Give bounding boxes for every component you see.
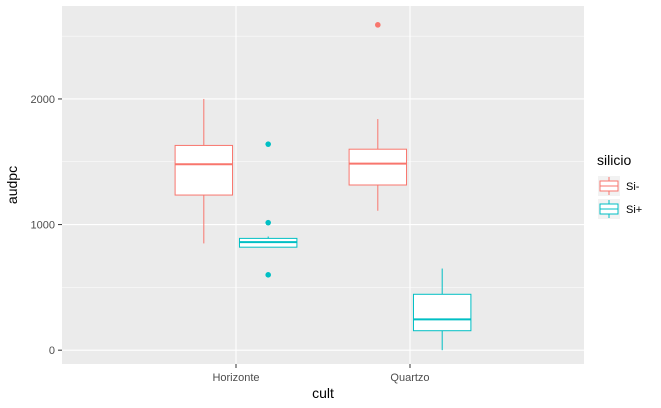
outlier-point xyxy=(265,141,271,147)
box-body xyxy=(348,148,408,186)
y-tick-label: 1000 xyxy=(31,220,55,232)
box-Si--Horizonte xyxy=(174,98,234,244)
y-axis-title: audpc xyxy=(4,166,20,204)
legend-label: Si+ xyxy=(626,204,642,216)
legend-entry-Si-: Si- xyxy=(598,176,640,196)
box-body xyxy=(412,293,472,332)
x-axis: Horizonte Quartzo xyxy=(212,364,430,384)
boxes xyxy=(174,22,472,351)
legend: silicio Si- Si+ xyxy=(597,152,642,219)
y-tick-label: 2000 xyxy=(31,94,55,106)
outlier-point xyxy=(265,219,271,226)
x-axis-title: cult xyxy=(312,385,334,401)
outlier-point xyxy=(265,272,271,278)
x-tick-label: Quartzo xyxy=(390,372,429,384)
legend-label: Si- xyxy=(626,181,640,193)
box-Si+-Quartzo xyxy=(412,268,472,351)
gridlines xyxy=(62,6,584,364)
box-Si--Quartzo xyxy=(348,22,408,211)
box-Si+-Horizonte xyxy=(238,141,298,278)
outlier-point xyxy=(375,22,381,28)
legend-entry-Si+: Si+ xyxy=(598,199,642,219)
legend-title: silicio xyxy=(597,152,631,168)
panel-background xyxy=(62,6,584,364)
y-axis: 0 1000 2000 xyxy=(31,94,62,357)
y-tick-label: 0 xyxy=(49,345,55,357)
x-tick-label: Horizonte xyxy=(212,372,259,384)
box-body xyxy=(174,144,234,196)
